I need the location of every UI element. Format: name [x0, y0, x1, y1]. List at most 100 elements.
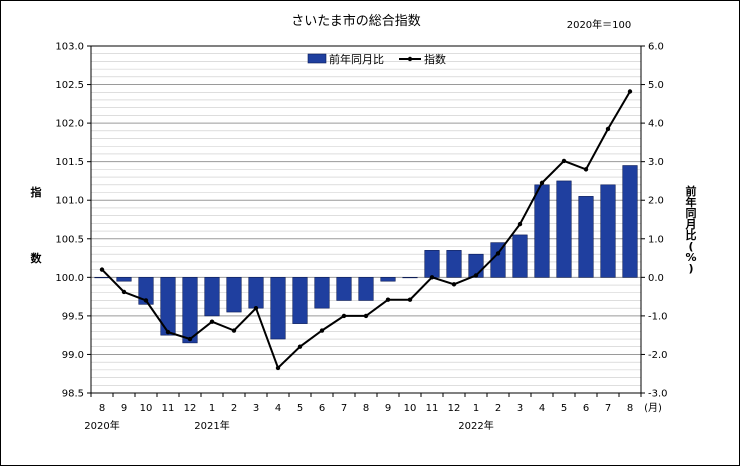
x-tick-label: 9	[121, 403, 127, 414]
line-point-9	[297, 344, 303, 349]
legend-bar-swatch	[307, 53, 327, 64]
line-point-0	[99, 267, 105, 272]
base-note: 2020年＝100	[567, 18, 632, 31]
line-point-17	[473, 273, 479, 278]
x-tick-label: 3	[517, 403, 523, 414]
bar-19	[512, 234, 528, 278]
right-tick-label: -3.0	[648, 389, 668, 400]
right-tick-label: 1.0	[648, 234, 664, 245]
x-tick-label: 8	[99, 403, 105, 414]
line-point-6	[231, 328, 237, 333]
bar-1	[116, 277, 132, 282]
year-label: 2022年	[458, 419, 493, 432]
right-tick-label: -1.0	[648, 311, 668, 322]
x-tick-label: 10	[404, 403, 417, 414]
line-point-12	[363, 313, 369, 319]
bar-0	[94, 277, 110, 279]
legend-line-label: 指数	[424, 52, 446, 66]
x-tick-label: 5	[561, 403, 567, 414]
x-tick-label: 6	[583, 403, 589, 414]
x-tick-label: 6	[319, 403, 325, 414]
bar-11	[336, 277, 352, 301]
line-point-15	[429, 275, 435, 280]
year-label: 2021年	[194, 419, 229, 432]
line-point-2	[143, 298, 149, 303]
left-tick-label: 100.0	[55, 273, 84, 284]
left-tick-label: 99.5	[62, 311, 84, 322]
bar-21	[556, 180, 572, 278]
line-point-16	[451, 282, 457, 287]
bar-9	[292, 277, 308, 324]
bar-14	[402, 277, 418, 279]
bar-10	[314, 277, 330, 309]
line-point-4	[187, 336, 193, 342]
left-tick-label: 102.5	[55, 80, 84, 91]
right-axis-label-char: )	[688, 262, 693, 275]
x-tick-label: 1	[473, 403, 479, 414]
right-axis-label-char: 月	[685, 218, 697, 231]
right-tick-label: 2.0	[648, 196, 664, 207]
left-tick-label: 103.0	[55, 42, 84, 53]
x-tick-label: 1	[209, 403, 215, 414]
left-tick-label: 99.0	[62, 350, 84, 361]
right-axis-label-char: 年	[686, 195, 697, 209]
plot-border	[90, 45, 642, 394]
left-tick-label: 100.5	[55, 234, 84, 245]
line-point-20	[539, 180, 545, 186]
bar-12	[358, 277, 374, 301]
line-point-21	[561, 158, 567, 164]
bar-7	[248, 277, 264, 309]
bar-3	[160, 277, 176, 336]
line-point-1	[121, 289, 127, 295]
right-axis-label-char: 比	[686, 228, 697, 242]
line-point-23	[605, 126, 611, 132]
line-point-19	[517, 221, 523, 227]
bar-6	[226, 277, 242, 313]
right-axis-label-char: (	[688, 240, 693, 253]
year-label: 2020年	[84, 419, 119, 432]
bar-8	[270, 277, 286, 340]
left-tick-label: 98.5	[62, 389, 84, 400]
bar-13	[380, 277, 396, 282]
right-tick-label: 0.0	[648, 273, 664, 284]
left-axis-label-char: 指	[31, 185, 42, 199]
x-tick-label: 5	[297, 403, 303, 414]
right-axis-label-char: %	[685, 251, 696, 264]
x-tick-label: 11	[426, 403, 439, 414]
x-tick-label: 2	[495, 403, 501, 414]
x-tick-label: 4	[539, 403, 545, 414]
chart-title: さいたま市の総合指数	[291, 13, 421, 29]
line-point-3	[165, 329, 171, 335]
legend-line-marker	[407, 56, 413, 62]
x-tick-label: 12	[184, 403, 197, 414]
x-tick-label: 8	[363, 403, 369, 414]
bar-5	[204, 277, 220, 317]
x-tick-label: 3	[253, 403, 259, 414]
left-tick-label: 101.5	[55, 157, 84, 168]
right-tick-label: -2.0	[648, 350, 668, 361]
x-tick-label: 12	[448, 403, 461, 414]
x-tick-label: 2	[231, 403, 237, 414]
line-point-22	[583, 167, 589, 172]
bar-2	[138, 277, 154, 305]
right-tick-label: 5.0	[648, 80, 664, 91]
legend-bar-label: 前年同月比	[329, 52, 384, 66]
x-tick-label: 10	[140, 403, 153, 414]
bar-4	[182, 277, 198, 344]
x-tick-label: 8	[627, 403, 633, 414]
left-axis-label-char: 数	[31, 251, 43, 265]
right-axis-label-char: 前	[686, 184, 697, 198]
line-point-13	[385, 297, 391, 302]
bar-20	[534, 184, 550, 278]
right-axis-label-char: 同	[686, 207, 697, 220]
left-tick-label: 101.0	[55, 196, 84, 207]
x-tick-label: 7	[605, 403, 611, 414]
line-point-7	[253, 305, 259, 311]
x-tick-label: 9	[385, 403, 391, 414]
x-tick-label: 11	[162, 403, 175, 414]
x-tick-label: 4	[275, 403, 281, 414]
line-point-10	[319, 328, 325, 333]
line-point-8	[275, 365, 281, 371]
